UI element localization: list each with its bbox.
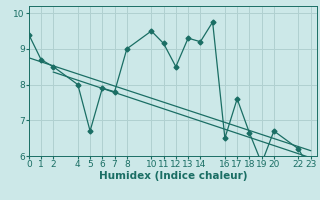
X-axis label: Humidex (Indice chaleur): Humidex (Indice chaleur) [99,171,247,181]
